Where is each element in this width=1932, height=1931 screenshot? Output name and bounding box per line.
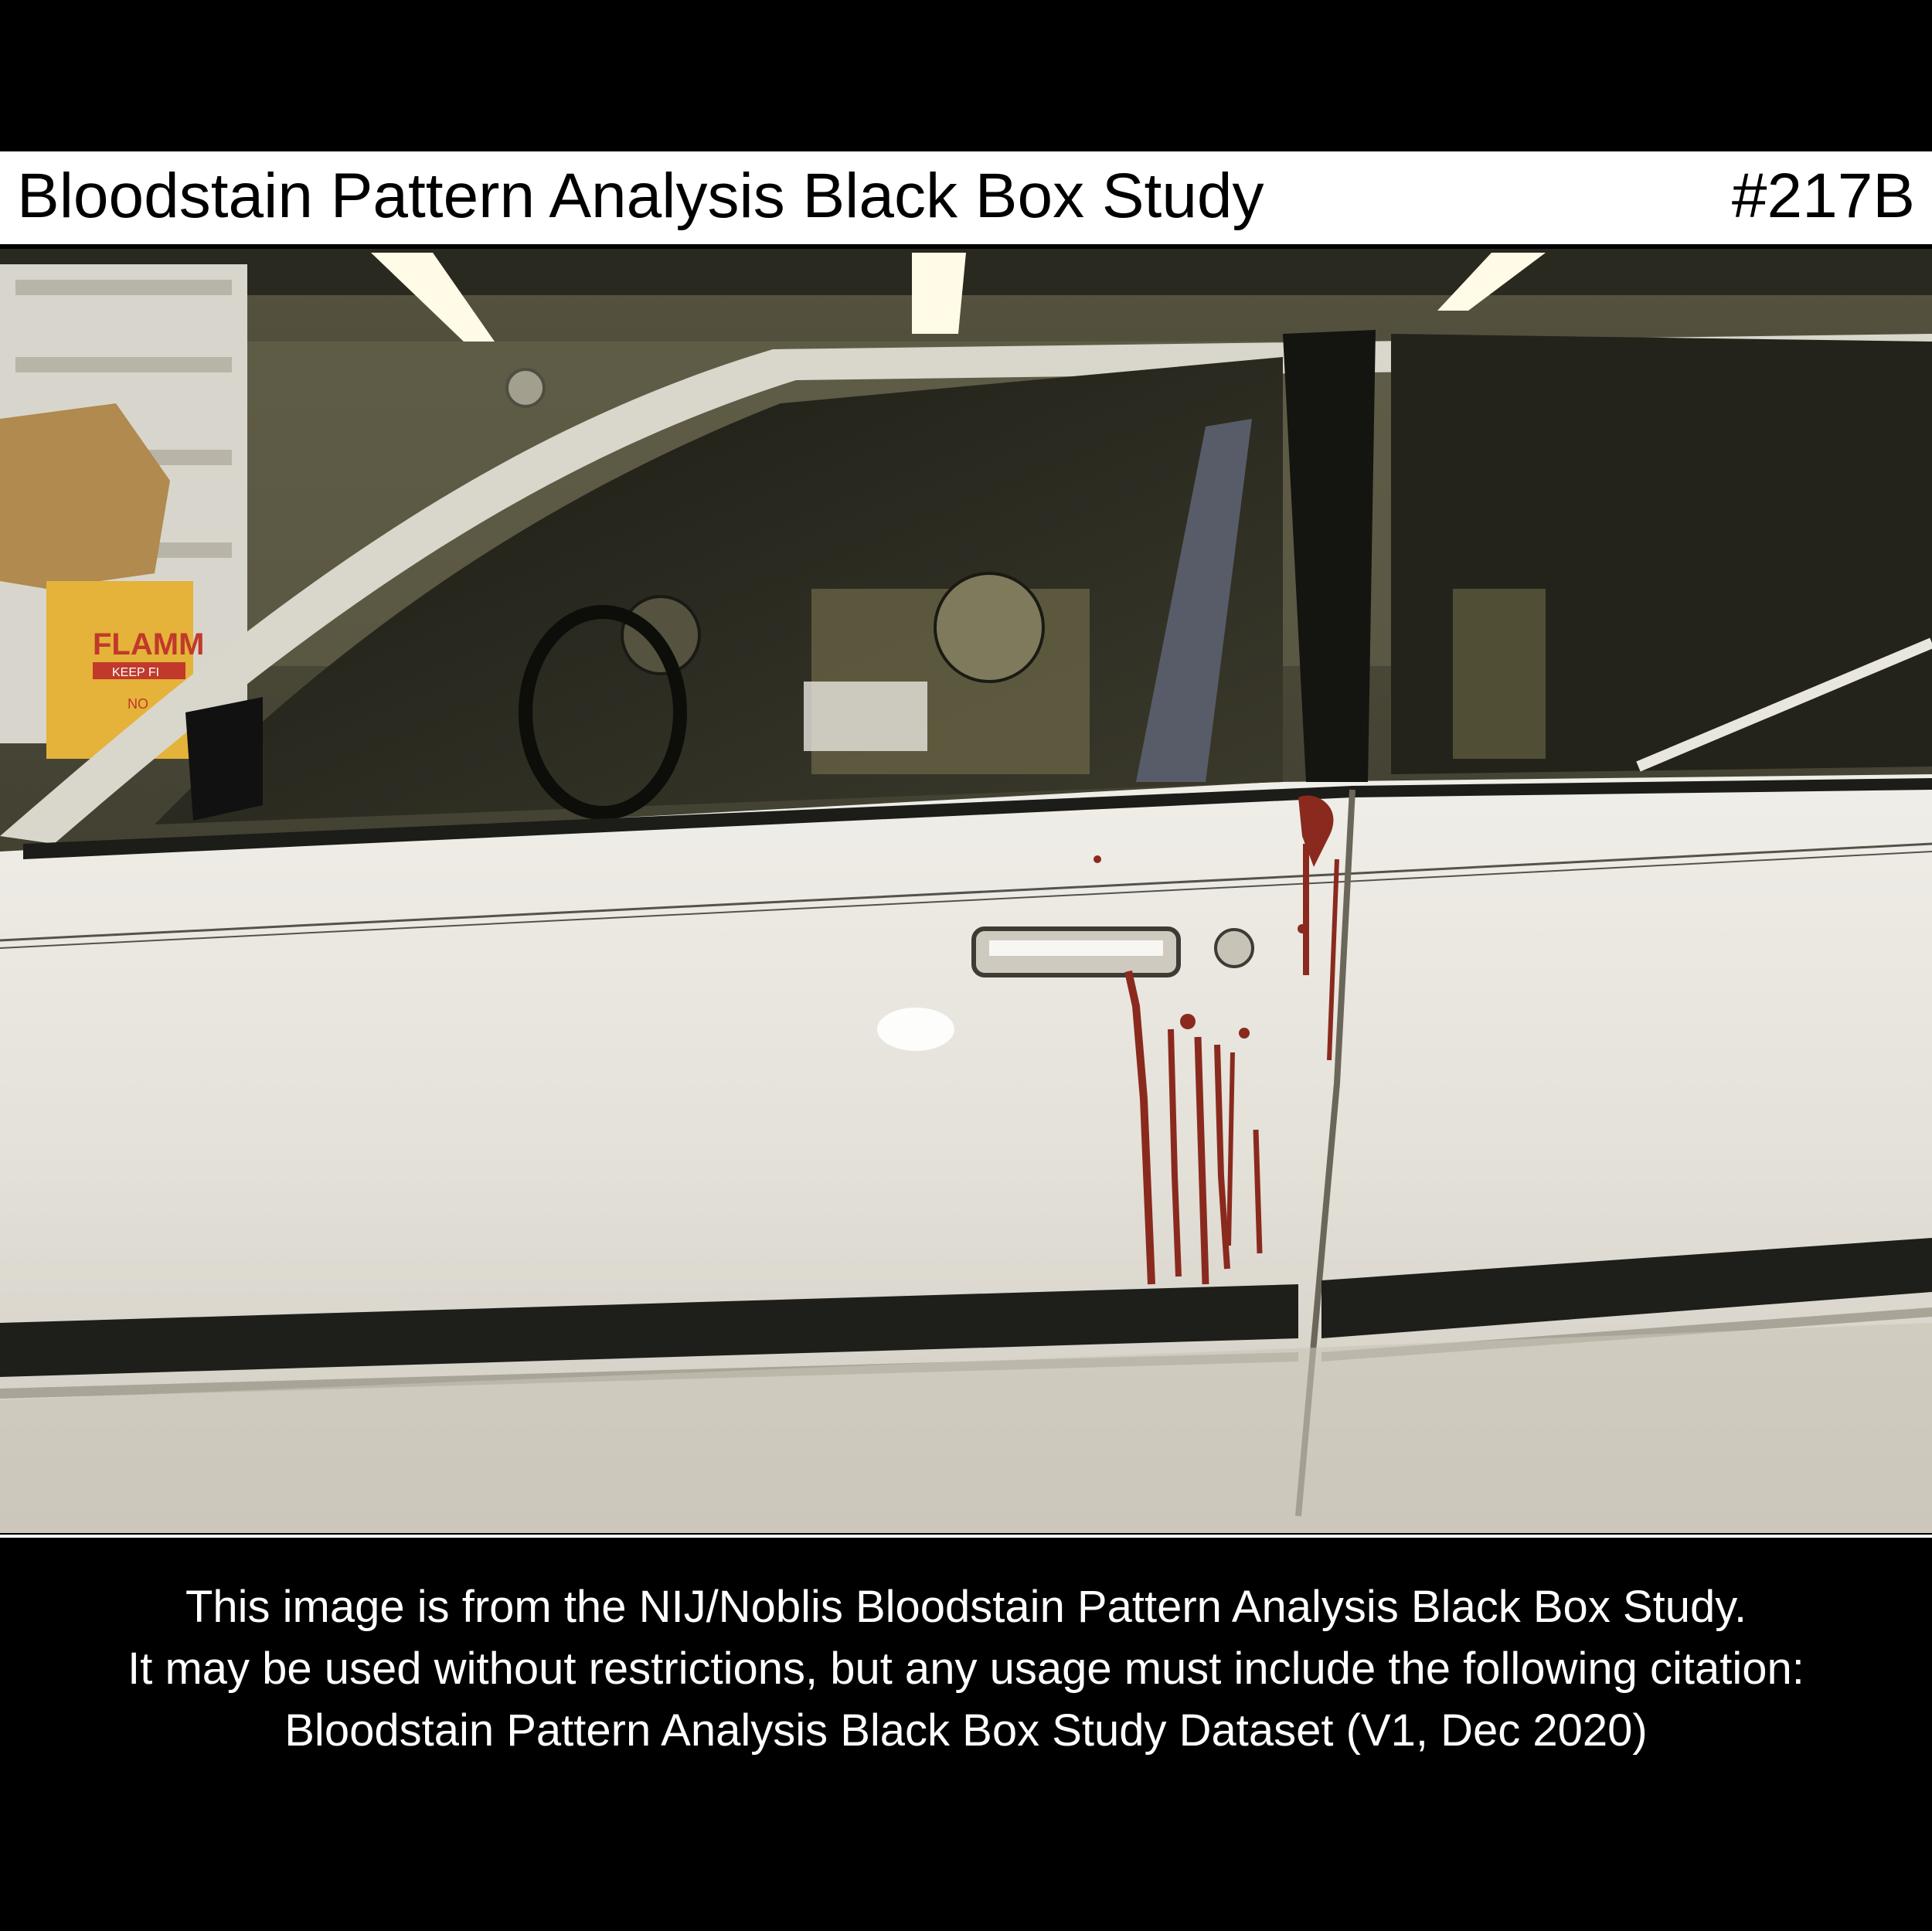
door-lock <box>1214 928 1254 968</box>
blood-stains <box>1094 795 1339 1285</box>
caption-line-2: It may be used without restrictions, but… <box>128 1644 1804 1694</box>
seat-belt <box>1136 419 1252 782</box>
top-black-band <box>0 0 1932 151</box>
image-id: #217B <box>1731 161 1915 231</box>
cardboard-package <box>0 403 170 589</box>
caption-line-1: This image is from the NIJ/Noblis Bloods… <box>185 1582 1747 1632</box>
cabinet-sign: FLAMM <box>93 627 204 661</box>
ceiling-light <box>371 253 495 342</box>
car-door-photo: FLAMM KEEP FI NO <box>0 249 1932 1533</box>
side-molding-rear <box>1321 1238 1932 1338</box>
caption-block: This image is from the NIJ/Noblis Bloods… <box>0 1576 1932 1762</box>
caption-line-3: Bloodstain Pattern Analysis Black Box St… <box>284 1705 1648 1756</box>
b-pillar <box>1283 330 1376 782</box>
pinstripe <box>0 842 1932 942</box>
rear-window-glare <box>1636 637 1932 772</box>
study-title: Bloodstain Pattern Analysis Black Box St… <box>17 161 1264 231</box>
cabinet-subsign: KEEP FI <box>112 666 159 679</box>
window-seal <box>23 778 1932 859</box>
cabinet-small-sign: NO <box>128 696 148 712</box>
ceiling-light <box>912 253 966 334</box>
steering-wheel <box>519 605 687 820</box>
side-mirror <box>185 697 263 821</box>
title-bar <box>0 151 1932 244</box>
ceiling-light <box>1437 253 1546 311</box>
car-door-photo-drawing: FLAMM KEEP FI NO <box>0 249 1932 1533</box>
divider-line <box>0 1535 1932 1538</box>
side-molding <box>0 1284 1298 1377</box>
